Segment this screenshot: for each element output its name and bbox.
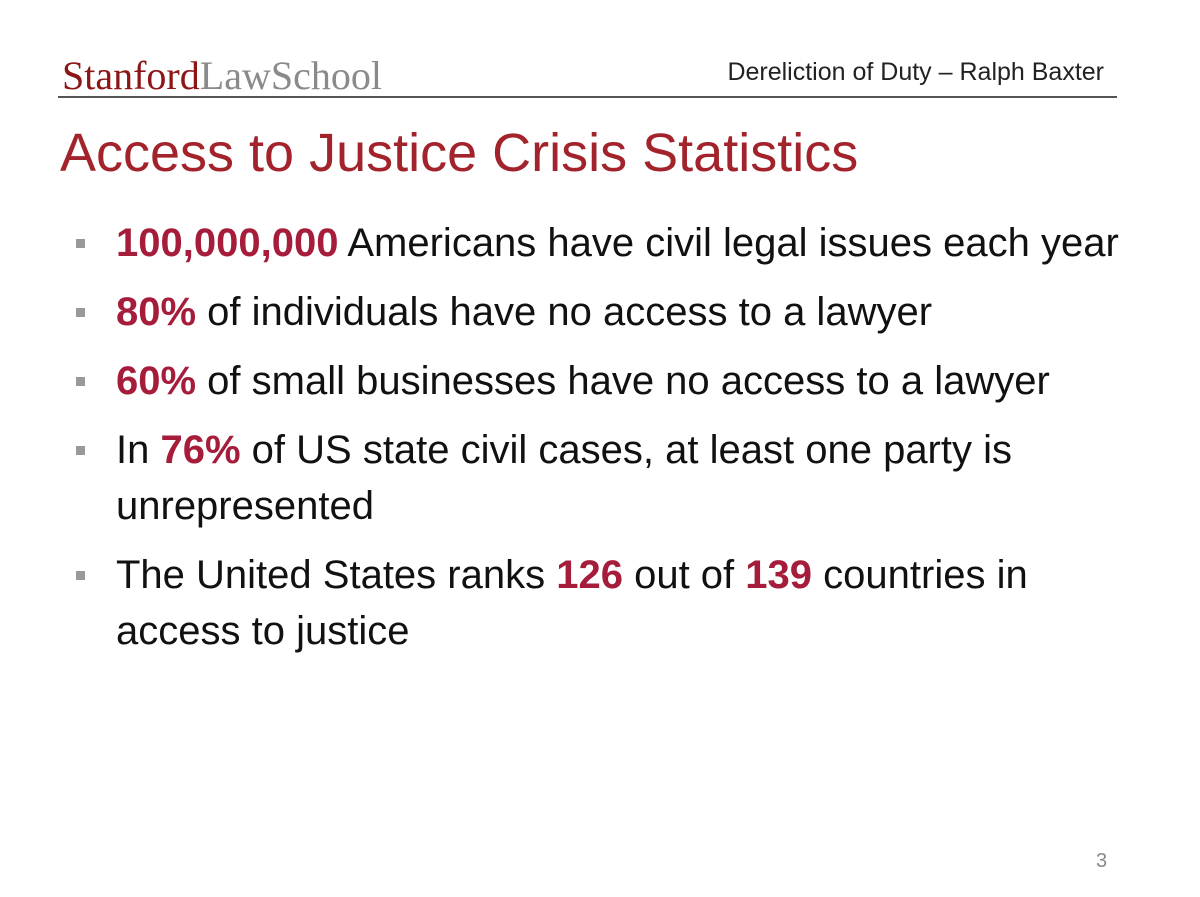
header-rule — [58, 96, 1117, 98]
bullet-text: In — [116, 428, 161, 472]
highlighted-figure: 80% — [116, 290, 197, 334]
bullet-text: Americans have civil legal issues each y… — [338, 221, 1119, 265]
bullet-text: out of — [622, 553, 746, 597]
bullet-marker — [76, 239, 85, 248]
bullet-marker — [76, 377, 85, 386]
bullet-marker — [76, 446, 85, 455]
highlighted-figure: 139 — [745, 553, 813, 597]
bullet-item: In 76% of US state civil cases, at least… — [72, 422, 1132, 534]
bullet-item: 80% of individuals have no access to a l… — [72, 284, 1132, 340]
bullet-item: The United States ranks 126 out of 139 c… — [72, 547, 1132, 659]
bullet-marker — [76, 571, 85, 580]
highlighted-figure: 100,000,000 — [116, 221, 339, 265]
bullet-list: 100,000,000 Americans have civil legal i… — [72, 215, 1132, 672]
bullet-text: of individuals have no access to a lawye… — [196, 290, 933, 334]
highlighted-figure: 126 — [556, 553, 623, 597]
page-number: 3 — [1096, 850, 1108, 872]
bullet-marker — [76, 308, 85, 317]
bullet-text: countries in access to justice — [116, 553, 1028, 653]
bullet-text: of small businesses have no access to a … — [196, 359, 1050, 403]
slide-title: Access to Justice Crisis Statistics — [60, 123, 859, 183]
highlighted-figure: 76% — [160, 428, 241, 472]
highlighted-figure: 60% — [116, 359, 197, 403]
logo-primary: Stanford — [62, 53, 200, 98]
bullet-item: 60% of small businesses have no access t… — [72, 353, 1132, 409]
logo: StanfordLawSchool — [62, 52, 382, 99]
logo-secondary: LawSchool — [199, 53, 382, 98]
header-caption: Dereliction of Duty – Ralph Baxter — [727, 58, 1104, 86]
bullet-text: of US state civil cases, at least one pa… — [116, 428, 1012, 528]
bullet-text: The United States ranks — [116, 553, 557, 597]
bullet-item: 100,000,000 Americans have civil legal i… — [72, 215, 1132, 271]
